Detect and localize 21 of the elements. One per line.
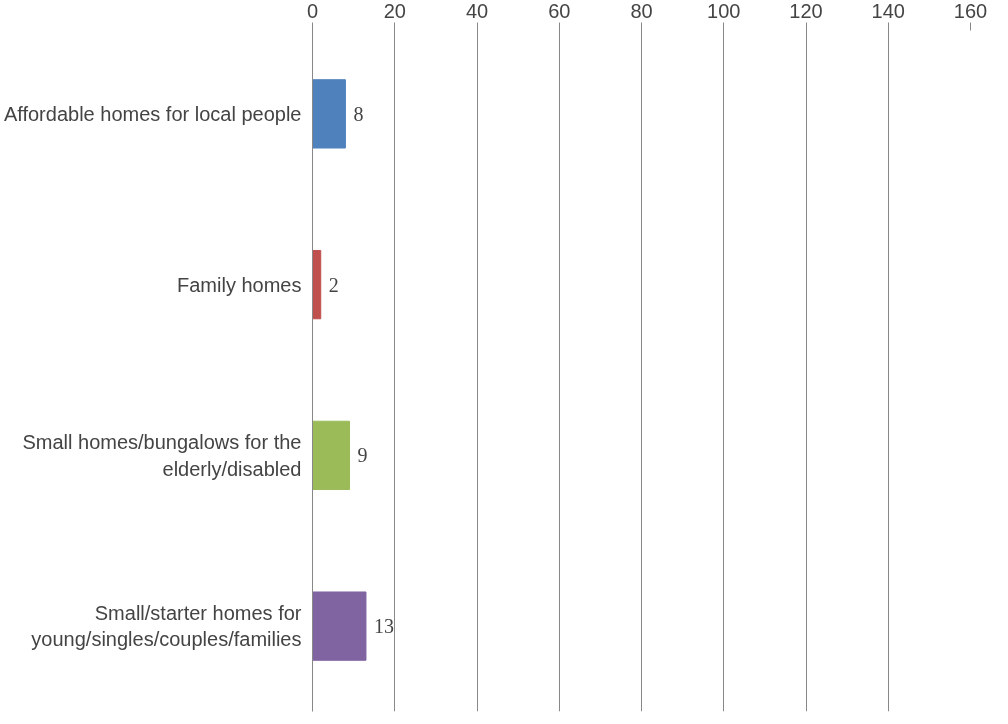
x-tick-label: 0 (306, 0, 319, 22)
bar (312, 249, 322, 320)
x-tick-label: 100 (707, 0, 741, 22)
x-tick-label: 160 (953, 0, 988, 22)
bar (312, 591, 367, 661)
x-tick-label: 60 (548, 0, 571, 22)
x-tick-label: 40 (465, 0, 489, 22)
y-tick-label: Family homes (177, 273, 302, 296)
data-label: 9 (357, 444, 368, 467)
x-tick-label: 80 (630, 0, 653, 22)
bar (312, 420, 351, 491)
y-tick-label: Small/starter homes for young/singles/couples/families (31, 601, 302, 651)
bar (312, 79, 346, 149)
y-tick-label: Affordable homes for local people (3, 102, 302, 125)
data-label: 8 (353, 102, 364, 125)
x-tick-label: 120 (789, 0, 823, 22)
data-label: 2 (328, 273, 339, 296)
x-tick-label: 20 (383, 0, 406, 22)
y-tick-label: Small homes/bungalows for the elderly/disabled (22, 431, 302, 480)
x-tick-label: 140 (871, 0, 905, 22)
data-label: 13 (373, 615, 394, 638)
